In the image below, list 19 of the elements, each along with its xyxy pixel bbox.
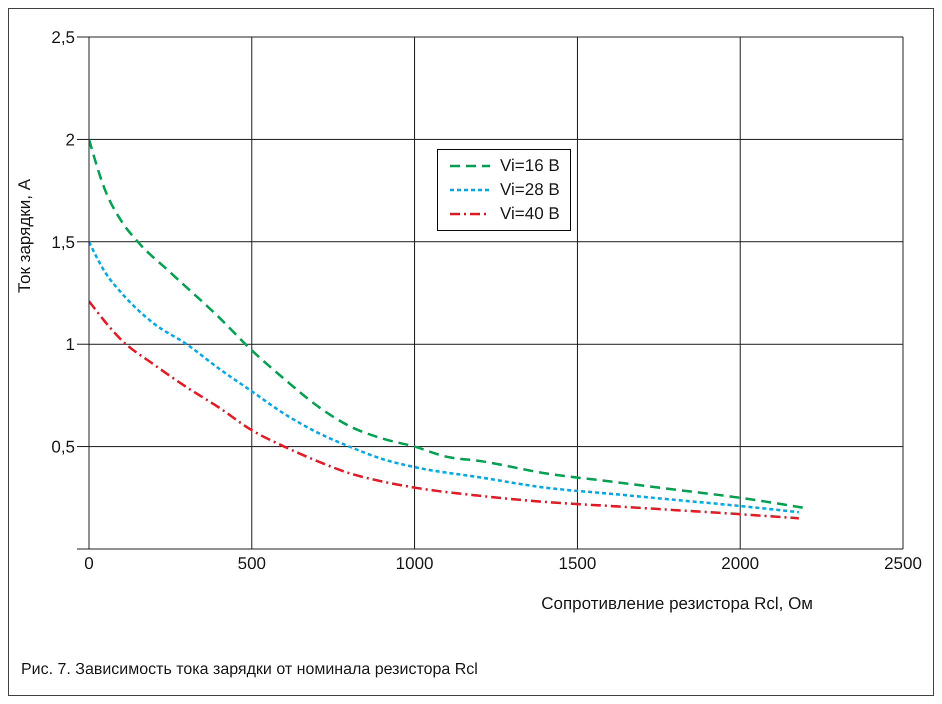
y-axis-title: Ток зарядки, А (15, 178, 34, 293)
y-tick-label: 2 (66, 130, 75, 150)
legend-label: Vi=28 В (500, 180, 560, 200)
x-tick-label: 1500 (558, 554, 596, 574)
y-tick-label: 1 (66, 335, 75, 354)
y-tick-label: 1,5 (51, 232, 75, 252)
x-axis-title: Сопротивление резистора Rcl, Ом (541, 594, 813, 613)
line-series (89, 300, 800, 520)
x-tick-label: 1000 (396, 554, 434, 574)
y-tick-label: 2,5 (51, 28, 75, 48)
x-tick-label: 2000 (721, 554, 760, 574)
line-series (89, 240, 800, 514)
x-tick-label: 500 (238, 554, 266, 574)
legend-label: Vi=16 В (500, 156, 560, 176)
text: Рис. 7. Зависимость тока зарядки от номинала резистора Rcl (21, 661, 478, 679)
y-tick-label: 0,5 (51, 438, 75, 457)
legend-label: Vi=40 В (500, 204, 560, 224)
x-tick-label: 2500 (884, 554, 922, 574)
x-tick-label: 0 (84, 554, 94, 574)
